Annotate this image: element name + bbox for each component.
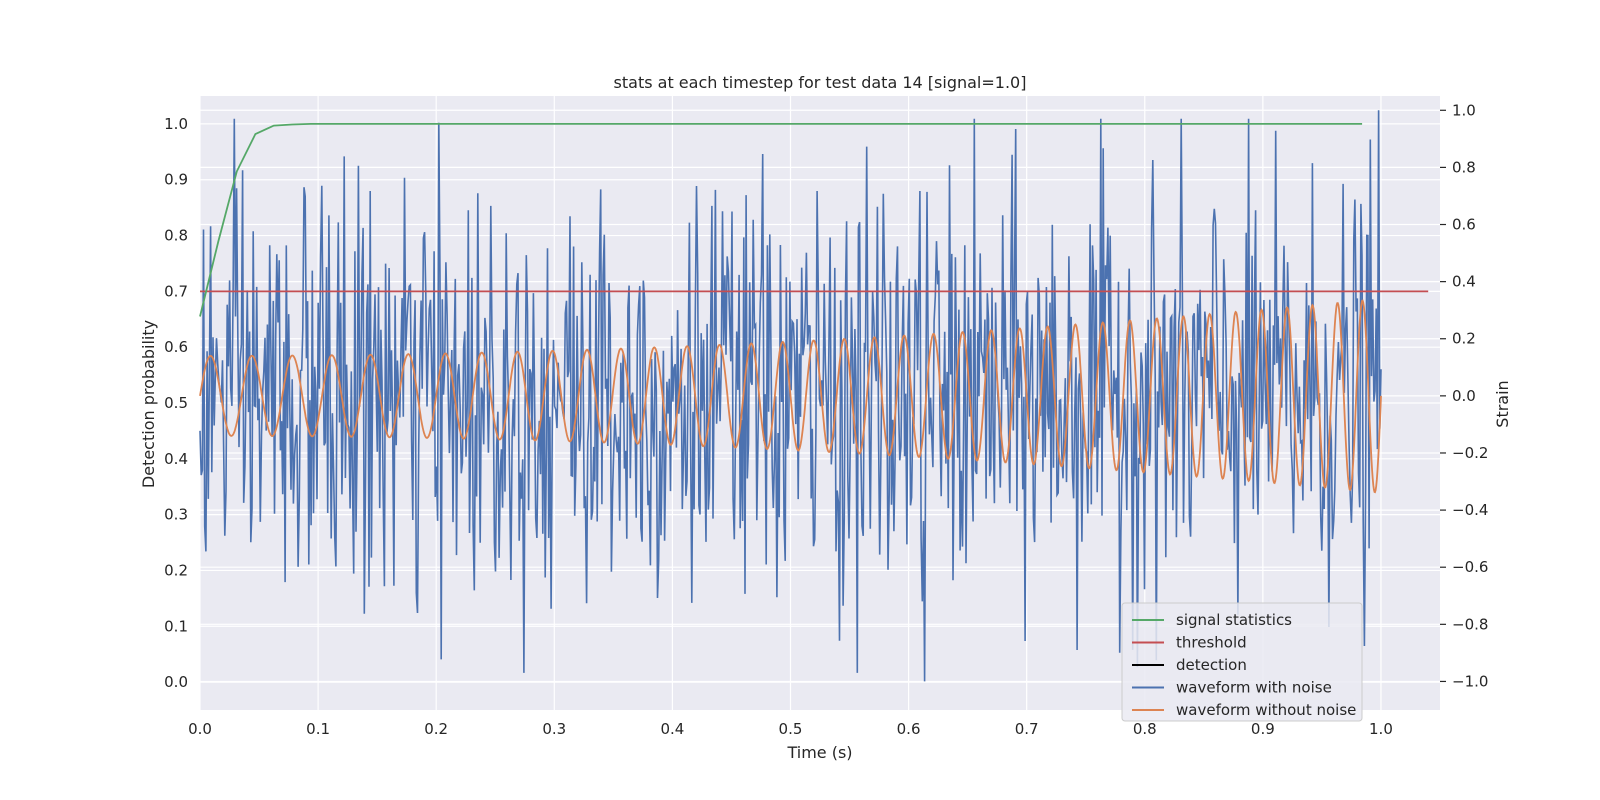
x-axis: 0.0 0.1 0.2 0.3 0.4 0.5 0.6 0.7 0.8 0.9 1.0 — [188, 720, 1393, 738]
y2-tick-label: 0.6 — [1452, 216, 1476, 234]
x-tick-label: 0.6 — [897, 720, 921, 738]
series-waveform-with-noise — [199, 110, 1382, 682]
legend-label: detection — [1176, 656, 1247, 674]
y2-axis-label: Strain — [1493, 380, 1512, 427]
legend-label: waveform with noise — [1176, 679, 1332, 697]
y-tick-label: 0.1 — [164, 617, 188, 635]
y2-tick-label: 0.0 — [1452, 387, 1476, 405]
y2-tick-label: 1.0 — [1452, 101, 1476, 119]
x-tick-label: 0.7 — [1015, 720, 1039, 738]
y-tick-label: 0.3 — [164, 506, 188, 524]
legend: signal statistics threshold detection wavef… — [1121, 602, 1363, 722]
series-waveform-without-noise — [199, 299, 1382, 494]
x-tick-label: 0.9 — [1251, 720, 1275, 738]
y-tick-label: 0.9 — [164, 171, 188, 189]
legend-items: signal statistics threshold detection wavef… — [1132, 611, 1356, 719]
y2-tick-label: −0.4 — [1452, 501, 1488, 519]
y-tick-label: 0.0 — [164, 673, 188, 691]
x-tick-label: 0.5 — [779, 720, 803, 738]
y-tick-label: 0.8 — [164, 227, 188, 245]
y2-tick-label: −1.0 — [1452, 672, 1488, 690]
y-axis-label: Detection probability — [139, 320, 158, 488]
legend-box — [1121, 602, 1363, 722]
legend-label: waveform without noise — [1176, 701, 1356, 719]
legend-label: signal statistics — [1176, 611, 1292, 629]
y2-tick-label: 0.4 — [1452, 273, 1476, 291]
y-tick-label: 0.6 — [164, 338, 188, 356]
chart-title: stats at each timestep for test data 14 … — [614, 73, 1027, 92]
series-signal-statistics — [199, 123, 1363, 317]
y2-tick-label: −0.6 — [1452, 558, 1488, 576]
y-tick-label: 1.0 — [164, 115, 188, 133]
y2-tick-label: 0.2 — [1452, 330, 1476, 348]
x-tick-label: 0.2 — [424, 720, 448, 738]
y-tick-label: 0.2 — [164, 561, 188, 579]
x-tick-label: 0.8 — [1133, 720, 1157, 738]
x-tick-label: 0.0 — [188, 720, 212, 738]
y-tick-label: 0.5 — [164, 394, 188, 412]
y-tick-label: 0.4 — [164, 450, 188, 468]
x-tick-label: 0.4 — [660, 720, 684, 738]
x-tick-label: 0.1 — [306, 720, 330, 738]
y2-tick-label: −0.8 — [1452, 615, 1488, 633]
x-axis-label: Time (s) — [786, 743, 852, 762]
legend-label: threshold — [1176, 634, 1247, 652]
y-tick-label: 0.7 — [164, 282, 188, 300]
y-axis-right: −1.0 −0.8 −0.6 −0.4 −0.2 0.0 0.2 0.4 0.6 0.8 1.0 — [1440, 101, 1488, 690]
y2-tick-label: 0.8 — [1452, 158, 1476, 176]
series-layer — [199, 110, 1429, 682]
x-tick-label: 0.3 — [542, 720, 566, 738]
y2-tick-label: −0.2 — [1452, 444, 1488, 462]
y-axis-left: 0.0 0.1 0.2 0.3 0.4 0.5 0.6 0.7 0.8 0.9 1.0 — [164, 115, 188, 691]
x-tick-label: 1.0 — [1369, 720, 1393, 738]
